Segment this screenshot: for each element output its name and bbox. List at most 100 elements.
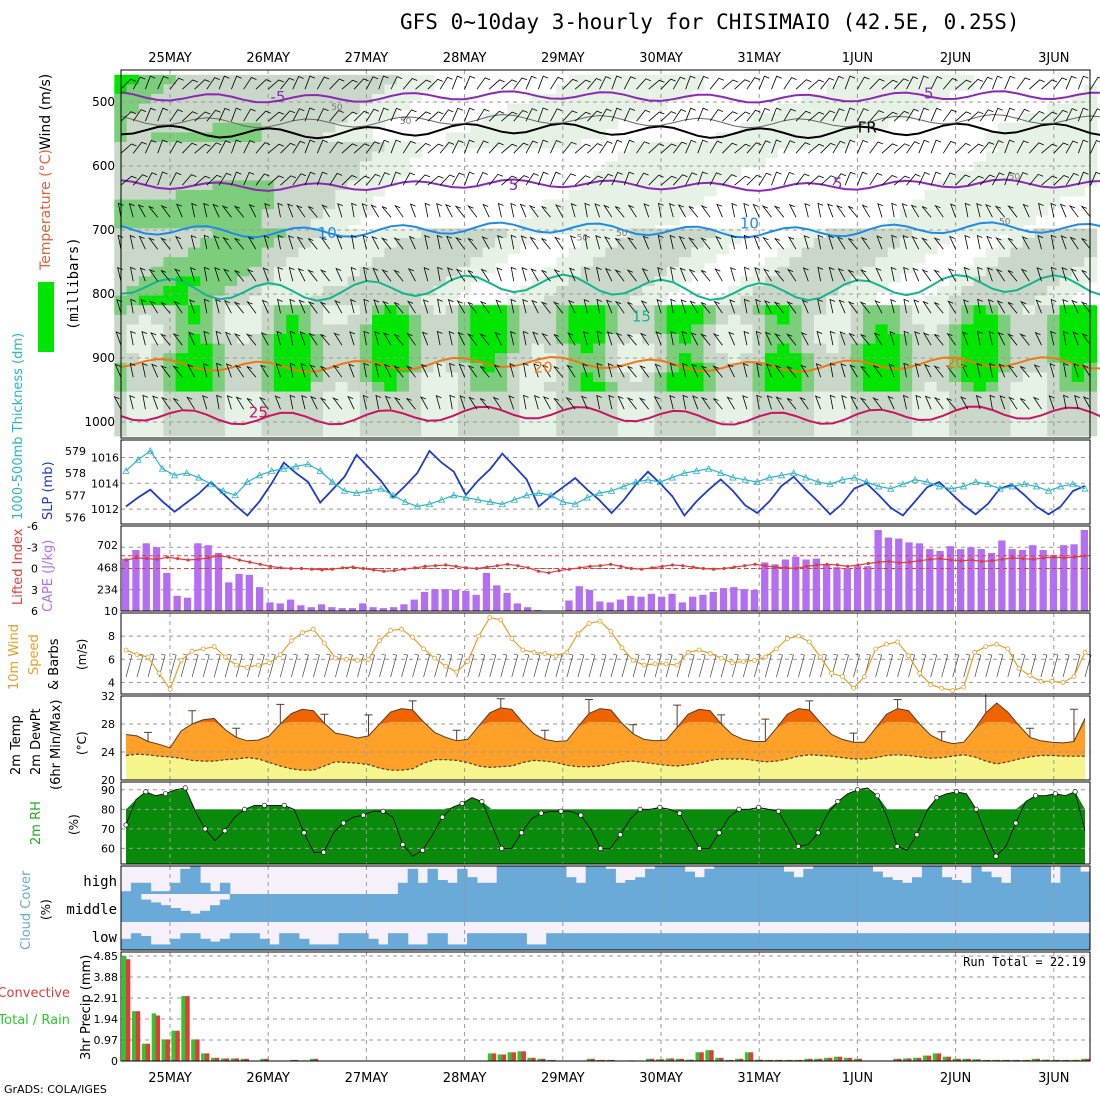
precip-total-bar	[804, 1058, 809, 1061]
precip-total-bar	[774, 1059, 779, 1061]
cape-bar	[369, 607, 377, 611]
wind-barb	[172, 333, 183, 346]
precip-total-bar	[1002, 1059, 1007, 1061]
wind-barb	[213, 235, 220, 250]
wind-speed-point	[807, 639, 812, 645]
wind-barb	[415, 111, 432, 122]
precip-convective-bar	[1015, 1059, 1021, 1061]
cloud-cell	[585, 866, 597, 894]
rh-point	[894, 843, 900, 849]
wind-speed-point	[321, 640, 327, 646]
wind-barb	[910, 204, 920, 218]
cape-bar	[802, 559, 810, 611]
cloud-cell	[694, 877, 705, 894]
wind-barb	[304, 107, 315, 122]
li-line	[126, 555, 1085, 574]
wind-barb	[730, 267, 736, 282]
wind-barb	[148, 206, 159, 218]
wind-barb	[584, 266, 590, 282]
wind-barb	[137, 204, 146, 218]
cape-bar	[420, 591, 429, 611]
wind-barb-10m	[875, 653, 883, 678]
precip-total-bar	[972, 1059, 977, 1061]
wind-barb	[223, 300, 232, 314]
cloud-cell	[388, 933, 399, 950]
precip-convective-bar	[600, 1059, 605, 1061]
wind-barb	[669, 203, 675, 218]
cloud-cell	[912, 894, 923, 922]
wind-barb	[786, 398, 797, 410]
wind-barb-10m	[401, 653, 409, 678]
rh-cell	[408, 420, 423, 437]
precip-total-bar	[764, 1059, 770, 1061]
precip-convective-bar	[719, 1057, 724, 1061]
wind-barb	[1007, 365, 1018, 378]
wind-tick-label: 6	[108, 653, 115, 666]
precip-total-bar	[586, 1058, 592, 1061]
precip-total-bar	[606, 1059, 611, 1061]
precip-total-bar	[507, 1052, 512, 1061]
wind-speed-point	[531, 649, 537, 655]
rh-cell	[936, 228, 950, 245]
wind-barb	[497, 202, 504, 218]
precip-total-bar	[260, 1058, 265, 1061]
wind-barb	[960, 396, 969, 410]
wind-speed-point	[520, 647, 526, 653]
wind-barb	[697, 139, 708, 154]
wind-barb	[955, 143, 971, 154]
wind-barb	[832, 173, 847, 186]
cloud-cell	[546, 866, 557, 894]
wind-barb	[362, 234, 369, 250]
rh-cell	[678, 420, 693, 437]
cape-bar	[792, 556, 800, 611]
rh-cell	[200, 420, 214, 437]
wind-barb-10m	[257, 653, 265, 678]
wind-barb	[243, 108, 256, 122]
li-point	[372, 568, 376, 572]
precip-convective-bar	[501, 1054, 507, 1061]
rh-cell	[556, 420, 570, 437]
li-point	[320, 568, 324, 572]
cloud-cell	[1010, 933, 1022, 950]
wind-barb	[513, 175, 530, 186]
wind-barb	[541, 364, 551, 378]
wind-barb-10m	[632, 653, 640, 678]
rh-cell	[1084, 420, 1098, 437]
wind-barb	[297, 268, 306, 282]
li-point	[196, 557, 200, 561]
date-label-top: 28MAY	[443, 51, 487, 66]
wind-barb	[488, 142, 504, 154]
cloud-cell	[803, 894, 814, 922]
li-point	[423, 564, 427, 569]
wind-barb	[636, 172, 649, 186]
cloud-cell	[328, 894, 339, 922]
wind-barb	[114, 363, 122, 378]
wind-barb	[537, 75, 549, 90]
li-point	[258, 562, 262, 566]
wind-barb	[287, 203, 294, 218]
wind-barb	[922, 332, 932, 346]
li-point	[877, 560, 881, 564]
rh-point	[321, 849, 327, 855]
cloud-cell	[279, 894, 290, 922]
cloud-cell	[763, 894, 775, 922]
thickness-point	[862, 478, 871, 485]
wind-barb	[752, 203, 760, 218]
temperature-minmax-bar	[981, 693, 990, 713]
wind-barb	[276, 330, 283, 346]
wind-barb	[827, 203, 834, 218]
wind-barb	[934, 204, 944, 218]
wind-barb-10m	[621, 653, 629, 678]
precip-convective-bar	[917, 1057, 922, 1061]
cloud-cell	[625, 880, 636, 894]
cloud-cell	[150, 902, 162, 922]
wind-barb	[642, 235, 650, 250]
wind-barb	[722, 142, 738, 154]
cloud-cell	[743, 894, 755, 922]
wind-barb	[280, 77, 295, 90]
li-point	[846, 564, 850, 569]
wind-barb	[562, 173, 576, 186]
wind-barb	[836, 236, 846, 250]
wind-barb	[955, 79, 972, 90]
wind-barb	[1050, 202, 1057, 218]
